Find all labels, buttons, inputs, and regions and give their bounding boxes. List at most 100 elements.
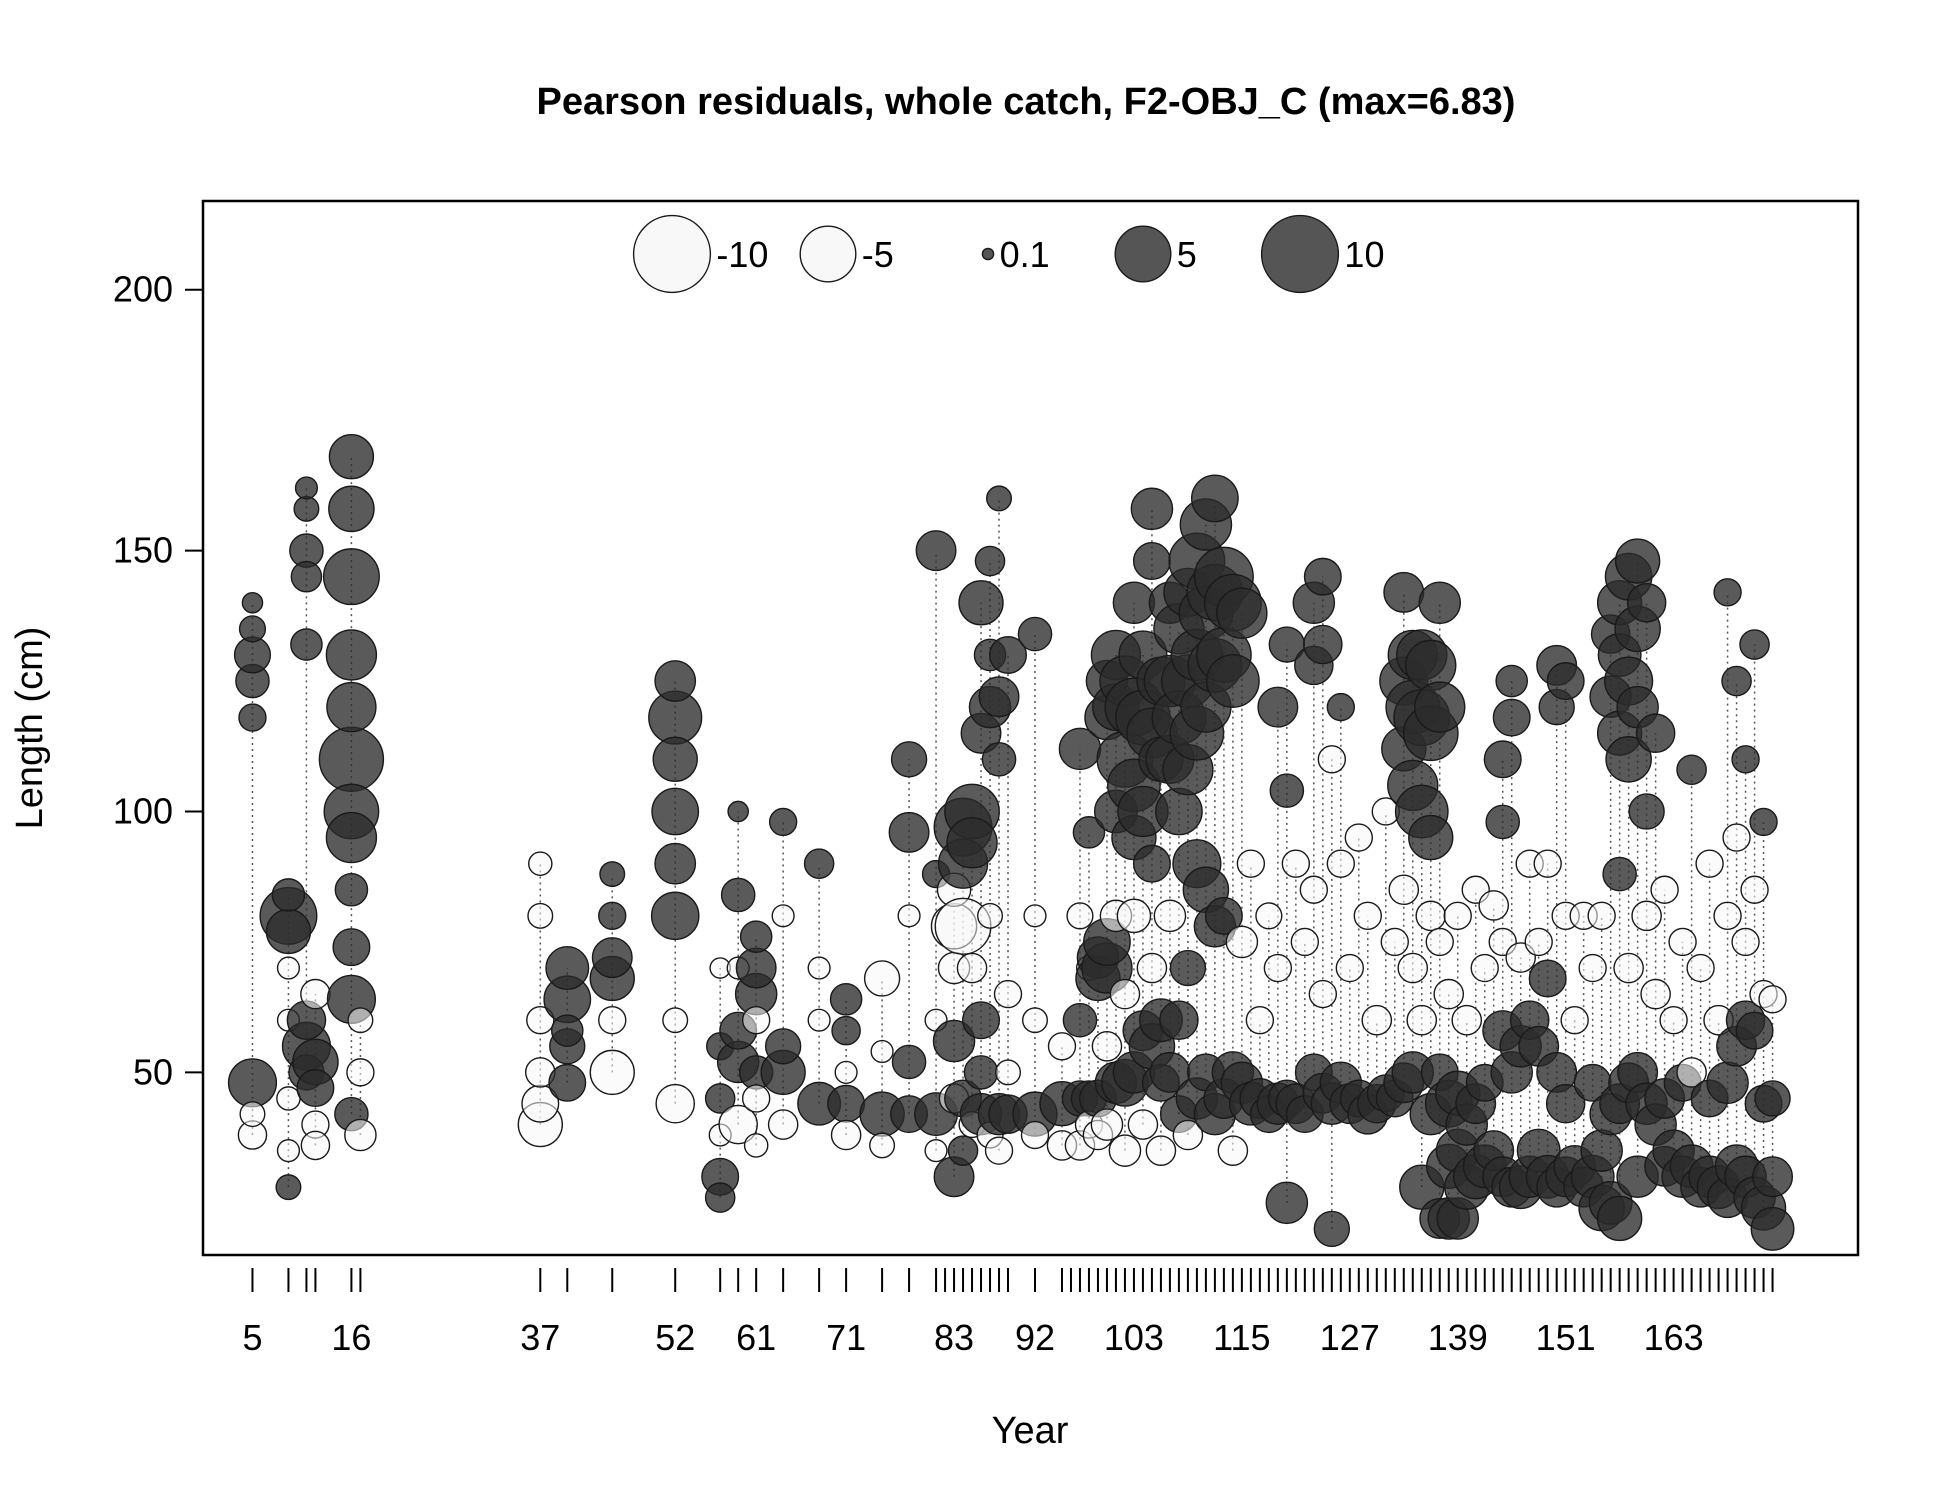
negative-residual-bubble [1478, 890, 1510, 921]
positive-residual-bubble [651, 787, 700, 836]
positive-residual-bubble [974, 545, 1006, 577]
positive-residual-bubble [888, 811, 930, 853]
negative-residual-bubble [1415, 900, 1447, 932]
x-tick-label: 92 [1015, 1317, 1055, 1358]
negative-residual-bubble [977, 902, 1004, 929]
positive-residual-bubble [1731, 745, 1760, 774]
negative-residual-bubble [1172, 1119, 1204, 1151]
legend-swatch [1260, 214, 1340, 294]
legend-swatch [1114, 225, 1172, 283]
positive-residual-bubble [1190, 474, 1239, 523]
positive-residual-bubble [1132, 844, 1171, 883]
positive-residual-bubble [1752, 1156, 1794, 1198]
positive-residual-bubble [1418, 581, 1462, 625]
positive-residual-bubble [720, 877, 756, 913]
positive-residual-bubble [704, 1182, 736, 1213]
positive-residual-bubble [1706, 1061, 1749, 1105]
legend-label: -5 [862, 234, 894, 275]
positive-residual-bubble [293, 495, 320, 522]
positive-residual-bubble [326, 681, 377, 733]
positive-residual-bubble [947, 1135, 979, 1166]
y-tick-label: 200 [113, 269, 173, 310]
positive-residual-bubble [1739, 629, 1770, 660]
positive-residual-bubble [275, 1174, 302, 1201]
negative-residual-bubble [300, 1130, 331, 1161]
negative-residual-bubble [1668, 927, 1697, 957]
negative-residual-bubble [1631, 900, 1662, 932]
positive-residual-bubble [550, 1014, 584, 1047]
legend-swatch [799, 225, 857, 283]
positive-residual-bubble [296, 1069, 335, 1108]
negative-residual-bubble [1676, 1057, 1707, 1088]
positive-residual-bubble [1545, 1083, 1586, 1124]
negative-residual-bubble [239, 1101, 266, 1128]
negative-residual-bubble [834, 1060, 858, 1084]
negative-residual-bubble [1217, 1135, 1249, 1166]
negative-residual-bubble [662, 1007, 689, 1034]
negative-residual-bubble [1731, 927, 1760, 957]
positive-residual-bubble [1112, 581, 1156, 625]
positive-residual-bubble [1596, 1195, 1643, 1242]
negative-residual-bubble [1397, 952, 1429, 984]
positive-residual-bubble [1062, 1002, 1098, 1038]
positive-residual-bubble [1269, 773, 1305, 808]
positive-residual-bubble [290, 560, 323, 593]
positive-residual-bubble [271, 878, 306, 912]
legend-swatch [632, 214, 712, 294]
positive-residual-bubble [654, 842, 697, 885]
positive-residual-bubble [1313, 1210, 1351, 1248]
positive-residual-bubble [727, 800, 749, 823]
positive-residual-bubble [827, 1084, 866, 1123]
positive-residual-bubble [294, 476, 319, 500]
legend-label: 10 [1344, 234, 1384, 275]
negative-residual-bubble [1021, 1007, 1048, 1034]
y-tick-label: 100 [113, 790, 173, 831]
negative-residual-bubble [1225, 925, 1259, 959]
positive-residual-bubble [1132, 542, 1171, 581]
negative-residual-bubble [956, 952, 988, 984]
positive-residual-bubble [322, 548, 380, 606]
negative-residual-bubble [830, 1119, 862, 1151]
negative-residual-bubble [1245, 1005, 1275, 1035]
negative-residual-bubble [1613, 952, 1644, 984]
positive-residual-bubble [652, 736, 698, 783]
positive-residual-bubble [1159, 1000, 1199, 1040]
positive-residual-bubble [1614, 538, 1661, 584]
negative-residual-bubble [1443, 901, 1472, 931]
negative-residual-bubble [1263, 953, 1293, 983]
positive-residual-bubble [1676, 754, 1707, 786]
positive-residual-bubble [1205, 654, 1260, 708]
positive-residual-bubble [290, 628, 323, 661]
negative-residual-bubble [347, 1007, 374, 1034]
negative-residual-bubble [1425, 927, 1454, 957]
negative-residual-bubble [1281, 849, 1311, 878]
positive-residual-bubble [1303, 624, 1343, 665]
positive-residual-bubble [1713, 578, 1742, 607]
positive-residual-bubble [241, 591, 264, 614]
negative-residual-bubble [1127, 1109, 1159, 1140]
positive-residual-bubble [265, 908, 312, 955]
x-tick-label: 115 [1213, 1317, 1270, 1358]
negative-residual-bubble [870, 1039, 894, 1064]
positive-residual-bubble [768, 807, 798, 837]
negative-residual-bubble [655, 1083, 696, 1124]
positive-residual-bubble [318, 726, 385, 793]
negative-residual-bubble [1533, 849, 1562, 878]
positive-residual-bubble [1383, 571, 1425, 613]
positive-residual-bubble [946, 817, 998, 869]
negative-residual-bubble [807, 1008, 831, 1032]
positive-residual-bubble [829, 983, 863, 1016]
x-tick-label: 163 [1644, 1317, 1704, 1358]
positive-residual-bubble [958, 580, 1004, 626]
positive-residual-bubble [1580, 1129, 1623, 1172]
negative-residual-bubble [1722, 823, 1751, 852]
positive-residual-bubble [1754, 1080, 1791, 1117]
negative-residual-bubble [1659, 1005, 1688, 1035]
negative-residual-bubble [1578, 953, 1607, 983]
positive-residual-bubble [890, 741, 928, 778]
negative-residual-bubble [993, 979, 1023, 1009]
positive-residual-bubble [1546, 662, 1585, 701]
negative-residual-bubble [276, 956, 301, 980]
chart-title: Pearson residuals, whole catch, F2-OBJ_C… [537, 81, 1516, 123]
bubble-layer [227, 433, 1795, 1251]
